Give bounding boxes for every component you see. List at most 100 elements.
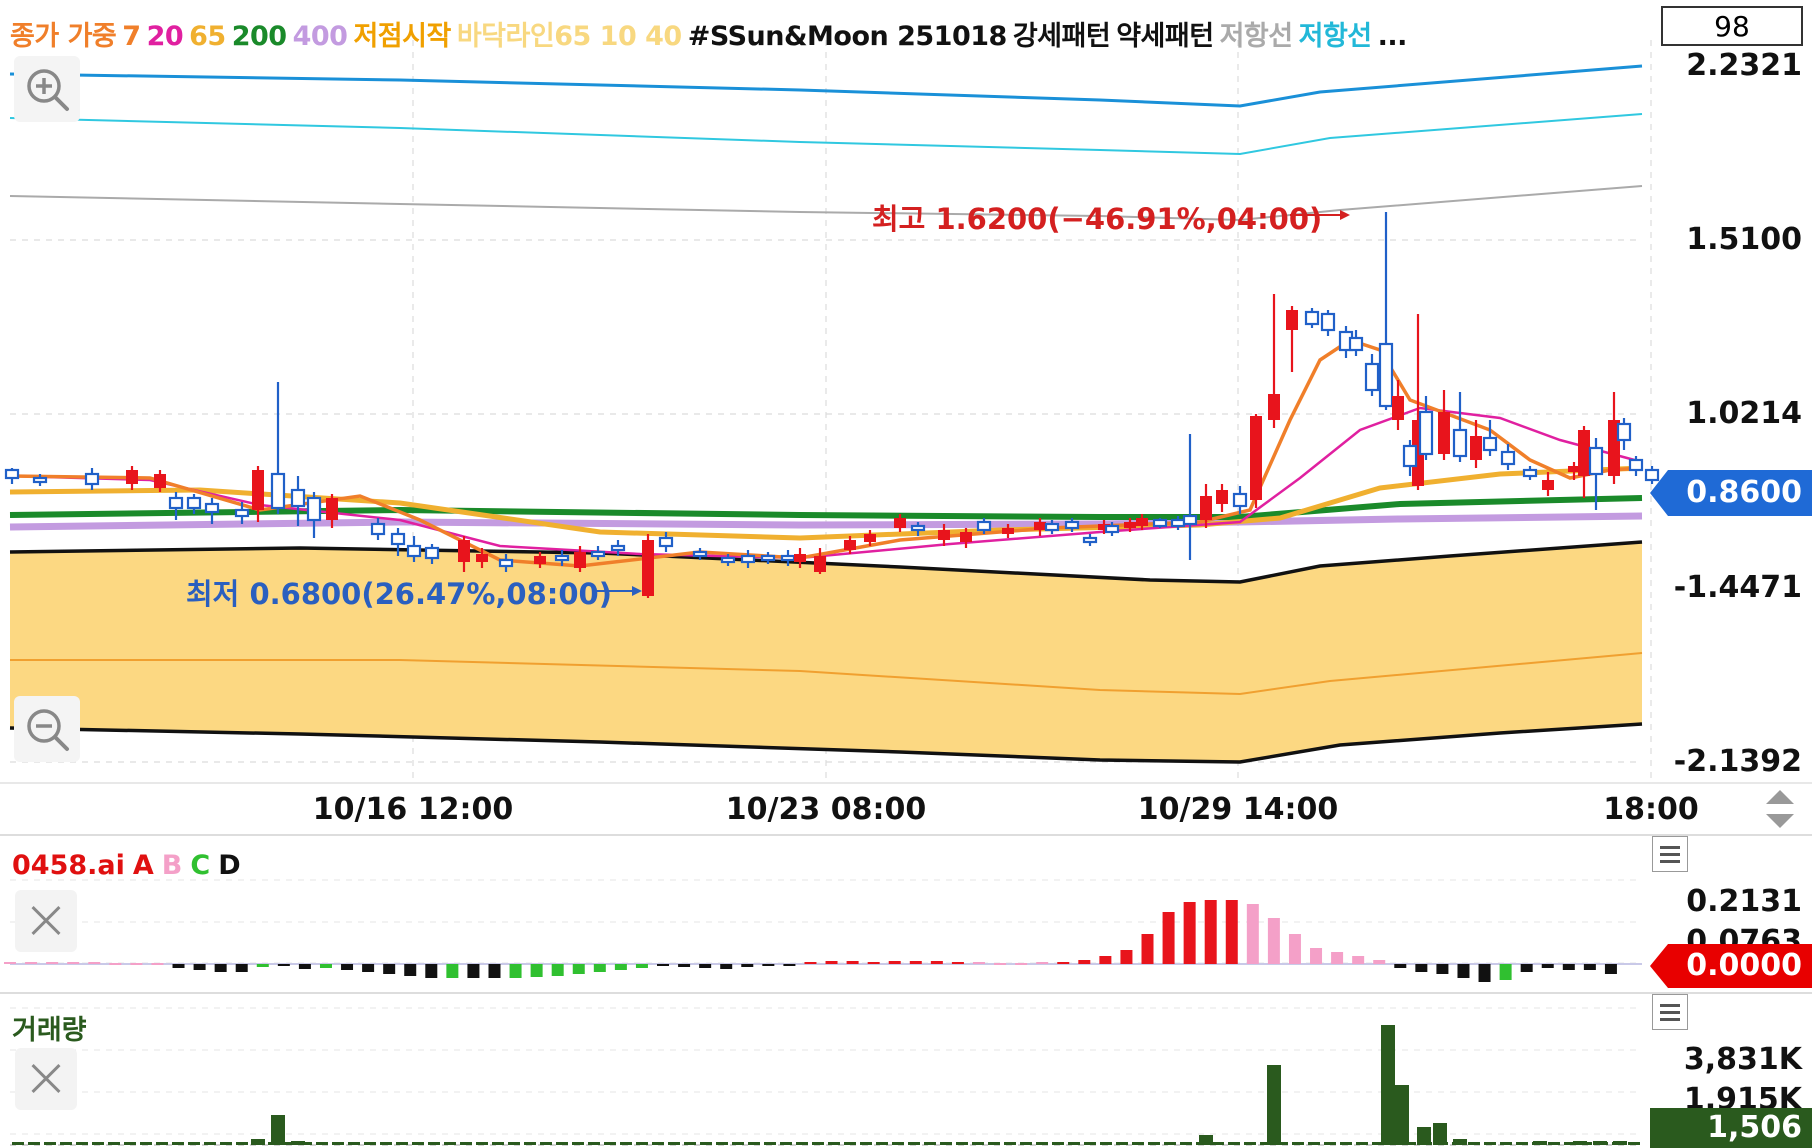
volume-bar	[332, 1142, 344, 1145]
candle-body	[1470, 436, 1482, 460]
legend-item[interactable]: #SSun&Moon 251018	[687, 21, 1008, 52]
volume-bar	[524, 1142, 536, 1145]
indicator-bar	[151, 963, 164, 965]
indicator-bar	[256, 964, 269, 967]
volume-bar	[1548, 1142, 1560, 1145]
volume-bar	[44, 1142, 56, 1145]
volume-bar	[988, 1142, 1000, 1145]
indicator-bar	[888, 961, 901, 964]
legend-item[interactable]: 종가 가중	[10, 21, 117, 52]
volume-close-button[interactable]	[15, 1048, 77, 1110]
legend-item[interactable]: 저항선	[1219, 21, 1294, 52]
volume-bar	[1372, 1142, 1384, 1145]
volume-bar	[1532, 1142, 1544, 1145]
ma200-line	[9, 495, 1643, 520]
legend-item[interactable]: 바닥라인65 10 40	[456, 21, 682, 52]
indicator-bar	[404, 964, 417, 976]
legend-item[interactable]: 저점시작	[353, 21, 451, 52]
candle-body	[424, 546, 440, 560]
high-arrowhead	[1340, 210, 1350, 220]
candle-body	[234, 508, 250, 518]
volume-bar	[124, 1142, 136, 1145]
volume-bar	[652, 1142, 664, 1145]
candle-body	[252, 470, 264, 510]
candle-body	[610, 544, 626, 552]
candle-body	[406, 544, 422, 558]
volume-bar	[1612, 1142, 1624, 1145]
y-tick-label: 2.2321	[1686, 48, 1802, 83]
zoom-out-button[interactable]	[14, 696, 80, 762]
indicator-bar	[1204, 900, 1217, 964]
volume-menu-button[interactable]	[1652, 994, 1688, 1030]
indicator-bar	[1436, 964, 1449, 974]
candle-body	[390, 532, 406, 546]
volume-bar	[620, 1142, 632, 1145]
indicator-bar	[1541, 964, 1554, 968]
volume-bar	[892, 1142, 904, 1145]
y-tick-label: 1.0214	[1686, 396, 1802, 431]
candle-body	[720, 556, 736, 564]
legend-item[interactable]: 7	[122, 21, 141, 52]
volume-bar	[604, 1142, 616, 1145]
candle-body	[976, 520, 992, 532]
candle-body	[270, 472, 286, 510]
legend-item[interactable]: 강세패턴	[1012, 21, 1111, 52]
volume-bar	[271, 1115, 285, 1145]
volume-bar	[828, 1142, 840, 1145]
volume-bar	[1020, 1142, 1032, 1145]
volume-bar	[284, 1142, 296, 1145]
indicator-bar	[383, 964, 396, 974]
x-tick-label: 18:00	[1603, 792, 1699, 827]
candle-body	[1002, 528, 1014, 534]
indicator-bar	[1583, 964, 1596, 970]
indicator-bar	[1267, 918, 1280, 964]
volume-bar	[1100, 1142, 1112, 1145]
legend-item[interactable]: 400	[292, 21, 348, 52]
candle-body	[1320, 312, 1336, 332]
candle-body	[290, 488, 306, 508]
indicator-bar	[762, 964, 775, 966]
volume-bar	[1417, 1127, 1431, 1145]
candle-body	[306, 496, 322, 522]
zoom-in-button[interactable]	[14, 56, 80, 122]
candle-body	[1438, 412, 1450, 454]
volume-bar	[1468, 1142, 1480, 1145]
indicator-bar	[1499, 964, 1512, 980]
legend-item[interactable]: 저항선	[1298, 21, 1373, 52]
indicator-title-part: C	[190, 850, 211, 881]
candle-body	[780, 554, 796, 562]
volume-bar	[12, 1142, 24, 1145]
count-box[interactable]: 98	[1661, 6, 1803, 46]
candle-body	[1064, 520, 1080, 530]
legend-item[interactable]: 65	[189, 21, 226, 52]
indicator-bar	[109, 963, 122, 965]
indicator-bar	[1520, 964, 1533, 972]
candle-body	[1044, 522, 1060, 532]
indicator-bar	[741, 964, 754, 967]
resistance-line-blue	[9, 64, 1643, 108]
volume-bar	[60, 1142, 72, 1145]
resistance-line-cyan	[9, 113, 1643, 156]
scroll-updown-icon[interactable]	[1760, 784, 1800, 834]
indicator-menu-button[interactable]	[1652, 836, 1688, 872]
volume-bar	[268, 1142, 280, 1145]
y-tick-label: -1.4471	[1673, 570, 1802, 605]
volume-bar	[28, 1142, 40, 1145]
volume-bar	[92, 1142, 104, 1145]
legend-item[interactable]: 약세패턴	[1116, 21, 1214, 52]
legend-item[interactable]: ...	[1377, 21, 1408, 52]
indicator-close-button[interactable]	[15, 890, 77, 952]
indicator-bar	[319, 964, 332, 968]
volume-bar	[572, 1142, 584, 1145]
indicator-bar	[825, 961, 838, 964]
indicator-bar	[1415, 964, 1428, 972]
legend-item[interactable]: 20	[146, 21, 184, 52]
legend-item[interactable]: 200	[231, 21, 287, 52]
indicator-bar	[530, 964, 543, 977]
candle-body	[476, 554, 488, 562]
candle-body	[534, 556, 546, 564]
volume-bar	[1596, 1142, 1608, 1145]
volume-bar	[1436, 1142, 1448, 1145]
indicator-bar	[1331, 952, 1344, 964]
